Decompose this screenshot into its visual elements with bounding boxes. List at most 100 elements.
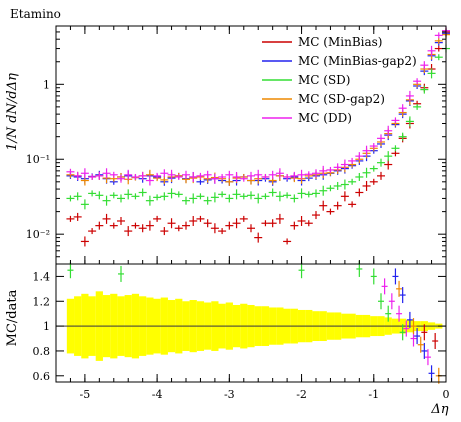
data-point <box>232 189 241 200</box>
ratio-point <box>424 349 431 366</box>
ratio-y-tick-label: 0.8 <box>33 345 51 358</box>
data-point <box>88 190 97 197</box>
data-point <box>225 170 234 179</box>
legend-label: MC (SD-gap2) <box>298 92 385 106</box>
data-point <box>355 172 364 181</box>
data-point <box>348 157 357 164</box>
data-point <box>391 145 400 152</box>
ratio-point <box>381 278 388 295</box>
data-point <box>319 200 328 211</box>
data-point <box>153 194 162 201</box>
x-axis-label: Δη <box>430 402 448 417</box>
data-point <box>109 171 118 178</box>
ratio-point <box>370 268 377 285</box>
ratio-point <box>414 328 421 345</box>
chart-title: Etamino <box>10 7 61 21</box>
ratio-point <box>406 311 413 328</box>
data-point <box>160 169 169 178</box>
data-point <box>304 220 313 227</box>
data-point <box>362 180 371 191</box>
data-point <box>124 169 133 180</box>
ratio-markers <box>67 260 442 384</box>
data-point <box>80 236 89 247</box>
data-point <box>182 196 190 205</box>
data-point <box>254 169 263 180</box>
ratio-point <box>378 293 384 310</box>
data-point <box>174 191 183 198</box>
data-point <box>102 213 111 224</box>
data-point <box>427 45 436 56</box>
data-point <box>391 117 400 124</box>
data-point <box>117 194 125 203</box>
data-point <box>434 54 443 61</box>
data-point <box>239 215 248 222</box>
data-point <box>312 211 320 220</box>
data-point <box>109 222 118 229</box>
data-point <box>384 159 393 170</box>
data-point <box>427 68 436 79</box>
data-point <box>275 168 284 179</box>
data-point <box>232 218 241 229</box>
data-point <box>283 238 292 245</box>
y-axis-label-top: 1/N dN/dΔη <box>5 73 20 151</box>
data-point <box>117 174 125 183</box>
data-point <box>261 220 270 227</box>
data-point <box>283 173 292 180</box>
legend-entry: MC (MinBias-gap2) <box>262 54 417 68</box>
data-point <box>225 177 234 186</box>
data-point <box>174 225 183 232</box>
ratio-point <box>410 318 417 335</box>
ratio-y-tick-label: 1.4 <box>33 270 51 283</box>
data-point <box>218 173 227 180</box>
data-point <box>333 181 342 190</box>
data-point <box>297 169 306 180</box>
ratio-point <box>67 262 74 279</box>
data-point <box>167 218 176 229</box>
data-point <box>66 215 75 222</box>
data-point <box>326 208 335 215</box>
data-point <box>124 189 133 200</box>
data-point <box>145 220 154 231</box>
y-tick-label: 10⁻² <box>26 228 50 241</box>
data-point <box>138 224 147 233</box>
data-point <box>182 170 190 179</box>
data-point <box>312 189 320 198</box>
data-point <box>319 185 328 196</box>
data-point <box>117 216 125 225</box>
data-point <box>326 166 335 173</box>
legend-entry: MC (SD) <box>262 73 351 87</box>
y-tick-label: 1 <box>43 78 50 91</box>
x-tick-label: -1 <box>368 388 379 401</box>
data-point <box>413 78 422 85</box>
data-point <box>290 194 299 203</box>
data-point <box>333 163 342 172</box>
data-point <box>377 171 385 180</box>
data-point <box>254 232 263 243</box>
data-point <box>196 172 205 179</box>
data-point <box>138 188 147 197</box>
data-point <box>160 192 169 201</box>
ratio-point <box>417 336 424 353</box>
ratio-point <box>399 287 406 304</box>
data-point <box>80 168 89 179</box>
data-point <box>189 215 198 226</box>
ratio-panel-frame <box>55 263 447 383</box>
data-point <box>261 173 270 180</box>
data-point <box>384 151 393 162</box>
data-point <box>102 195 111 206</box>
ratio-point <box>392 268 399 285</box>
data-point <box>268 188 277 197</box>
data-point <box>239 175 248 182</box>
panel-frames <box>55 25 447 383</box>
data-point <box>290 171 299 180</box>
legend-entry: MC (DD) <box>262 111 352 125</box>
data-point <box>326 185 335 192</box>
data-point <box>225 194 234 203</box>
data-point <box>210 173 219 184</box>
data-point <box>290 221 299 230</box>
data-point <box>369 165 378 172</box>
legend-label: MC (MinBias-gap2) <box>298 54 417 68</box>
data-point <box>369 143 378 150</box>
ratio-point <box>385 305 392 322</box>
legend-label: MC (DD) <box>298 111 352 125</box>
